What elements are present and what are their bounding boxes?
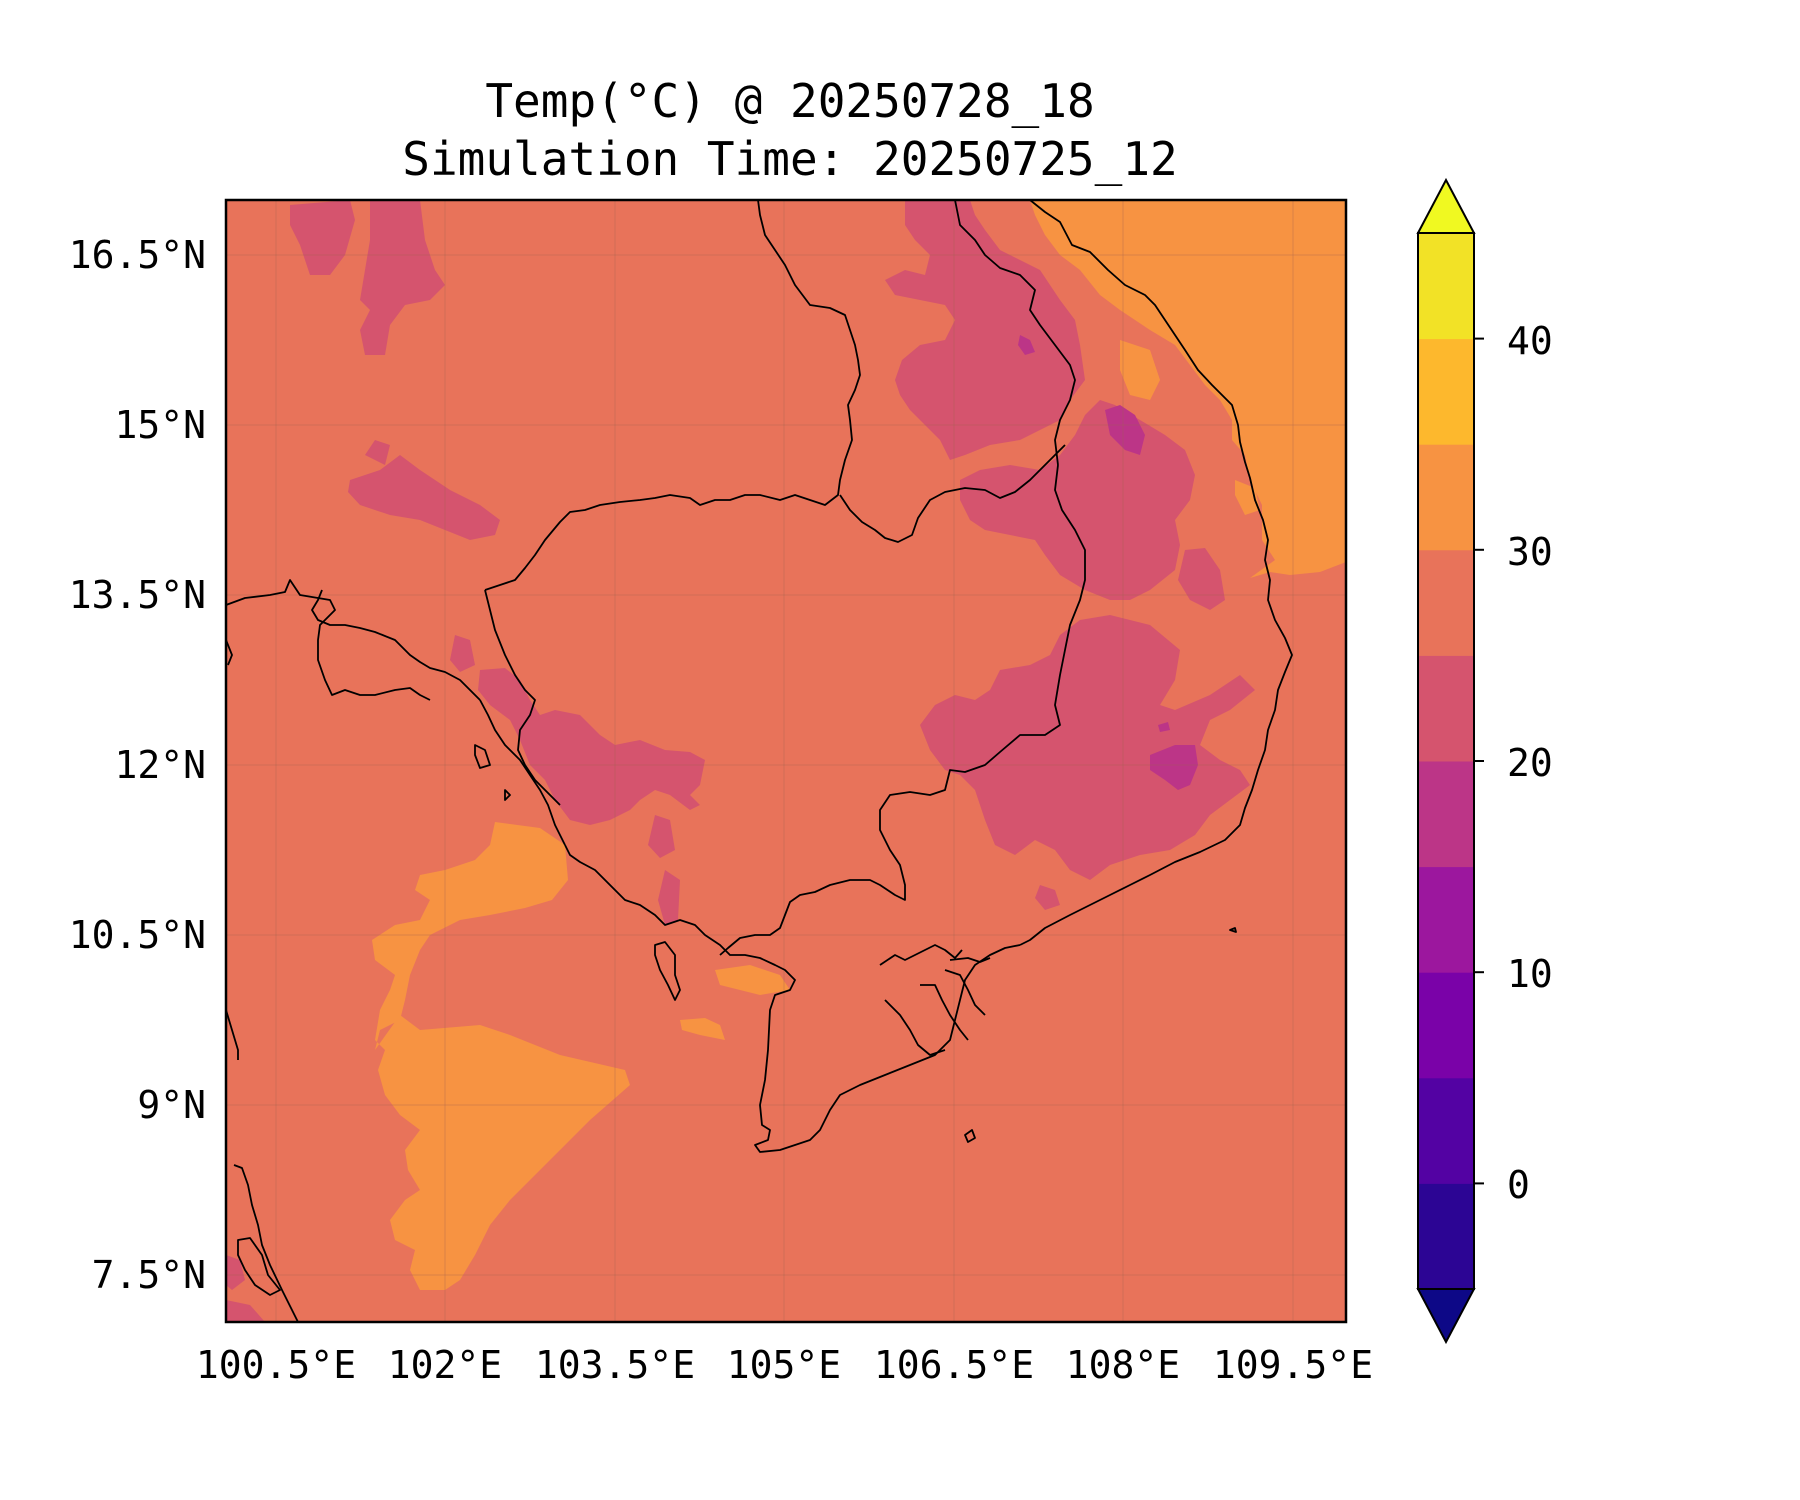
con-dao-island [964, 1129, 976, 1143]
map-plot-area [226, 200, 1346, 1322]
colorbar-tick-label: 0 [1507, 1163, 1530, 1207]
lat-tick-label: 12°N [114, 743, 206, 787]
malay-islands [237, 1237, 281, 1296]
warm-patch-gulf-small-2 [680, 1018, 725, 1040]
cool-region-northwest-1 [290, 200, 355, 275]
cool-region-patch-south-1 [1035, 885, 1060, 910]
lat-tick-label: 15°N [114, 403, 206, 447]
gulf-of-thailand-east-coast [479, 699, 566, 846]
cool-region-northwest-3 [348, 440, 500, 540]
lat-tick-label: 16.5°N [68, 233, 206, 277]
coastlines-and-borders [226, 200, 1293, 1322]
lat-tick-label: 7.5°N [91, 1253, 206, 1297]
thailand-cambodia-border [484, 589, 561, 806]
thailand-east-coast [311, 589, 481, 701]
cold-spot-4 [1158, 722, 1170, 732]
colorbar-band [1418, 338, 1474, 445]
colorbar-band [1418, 866, 1474, 973]
lon-tick-label: 105°E [726, 1343, 842, 1387]
cambodia-vietnam-border [719, 464, 1086, 956]
lon-tick-label: 108°E [1065, 1343, 1181, 1387]
lon-tick-label: 106.5°E [873, 1343, 1035, 1387]
cool-region-northwest-2 [360, 200, 445, 355]
colorbar-tick-label: 30 [1507, 530, 1553, 574]
warm-sea-region-gulf [372, 822, 630, 1290]
colorbar-band [1418, 1183, 1474, 1290]
cool-region-patch-east-1 [1178, 548, 1225, 610]
cold-spot-1 [1018, 335, 1035, 355]
mekong-delta-coastline [564, 844, 1021, 1153]
laos-vietnam-border [954, 200, 1076, 466]
warm-patch-coast-1 [1120, 340, 1160, 400]
warm-patch-gulf-small-1 [715, 965, 790, 995]
colorbar-extend-max [1416, 177, 1476, 234]
phu-quoc-island [654, 941, 681, 1001]
mekong-delta-islands [879, 944, 991, 1056]
malay-peninsula-coast [226, 1009, 299, 1322]
cool-region-west-1 [450, 635, 475, 672]
colorbar-extend-min [1416, 1288, 1476, 1345]
map-frame [224, 198, 1348, 1324]
lon-tick-label: 103.5°E [534, 1343, 696, 1387]
colorbar-band [1418, 233, 1474, 340]
myanmar-border-west [226, 639, 233, 666]
cold-spot-2 [1105, 405, 1145, 455]
colorbar-band [1418, 655, 1474, 762]
colorbar-band [1418, 1077, 1474, 1184]
map-subtitle: Simulation Time: 20250725_12 [402, 132, 1178, 186]
map-title: Temp(°C) @ 20250728_18 [485, 74, 1095, 128]
colorbar-tick-label: 20 [1507, 741, 1553, 785]
colorbar-band [1418, 444, 1474, 551]
colorbar-tick-label: 10 [1507, 952, 1553, 996]
koh-kong-islands [474, 744, 511, 801]
lat-tick-label: 9°N [137, 1083, 206, 1127]
lat-tick-label: 10.5°N [68, 913, 206, 957]
cool-region-north-central [885, 200, 1085, 460]
myanmar-thailand-border [226, 579, 431, 701]
map-gridlines [226, 200, 1346, 1322]
cool-region-cambodia-sw [648, 815, 680, 925]
lat-tick-label: 13.5°N [68, 573, 206, 617]
colorbar-band [1418, 761, 1474, 868]
warm-patch-coast-2 [1235, 480, 1260, 515]
lon-tick-label: 109.5°E [1212, 1343, 1374, 1387]
colorbar [1416, 177, 1484, 1345]
cambodia-laos-border [839, 444, 1066, 543]
lon-tick-label: 102°E [387, 1343, 503, 1387]
colorbar-tick-label: 40 [1507, 319, 1553, 363]
colorbar-band [1418, 972, 1474, 1079]
spratly-speck [1229, 927, 1237, 933]
cool-region-southeast [920, 615, 1255, 880]
warm-sea-region-northeast [1030, 200, 1346, 578]
cold-spot-3 [1150, 745, 1198, 790]
cool-region-cambodia-west [478, 668, 705, 825]
lon-tick-label: 100.5°E [195, 1343, 357, 1387]
thailand-laos-border [484, 200, 861, 591]
vietnam-east-coastline [1019, 200, 1293, 946]
colorbar-band [1418, 549, 1474, 656]
cool-region-patch-south-2 [226, 1255, 265, 1322]
